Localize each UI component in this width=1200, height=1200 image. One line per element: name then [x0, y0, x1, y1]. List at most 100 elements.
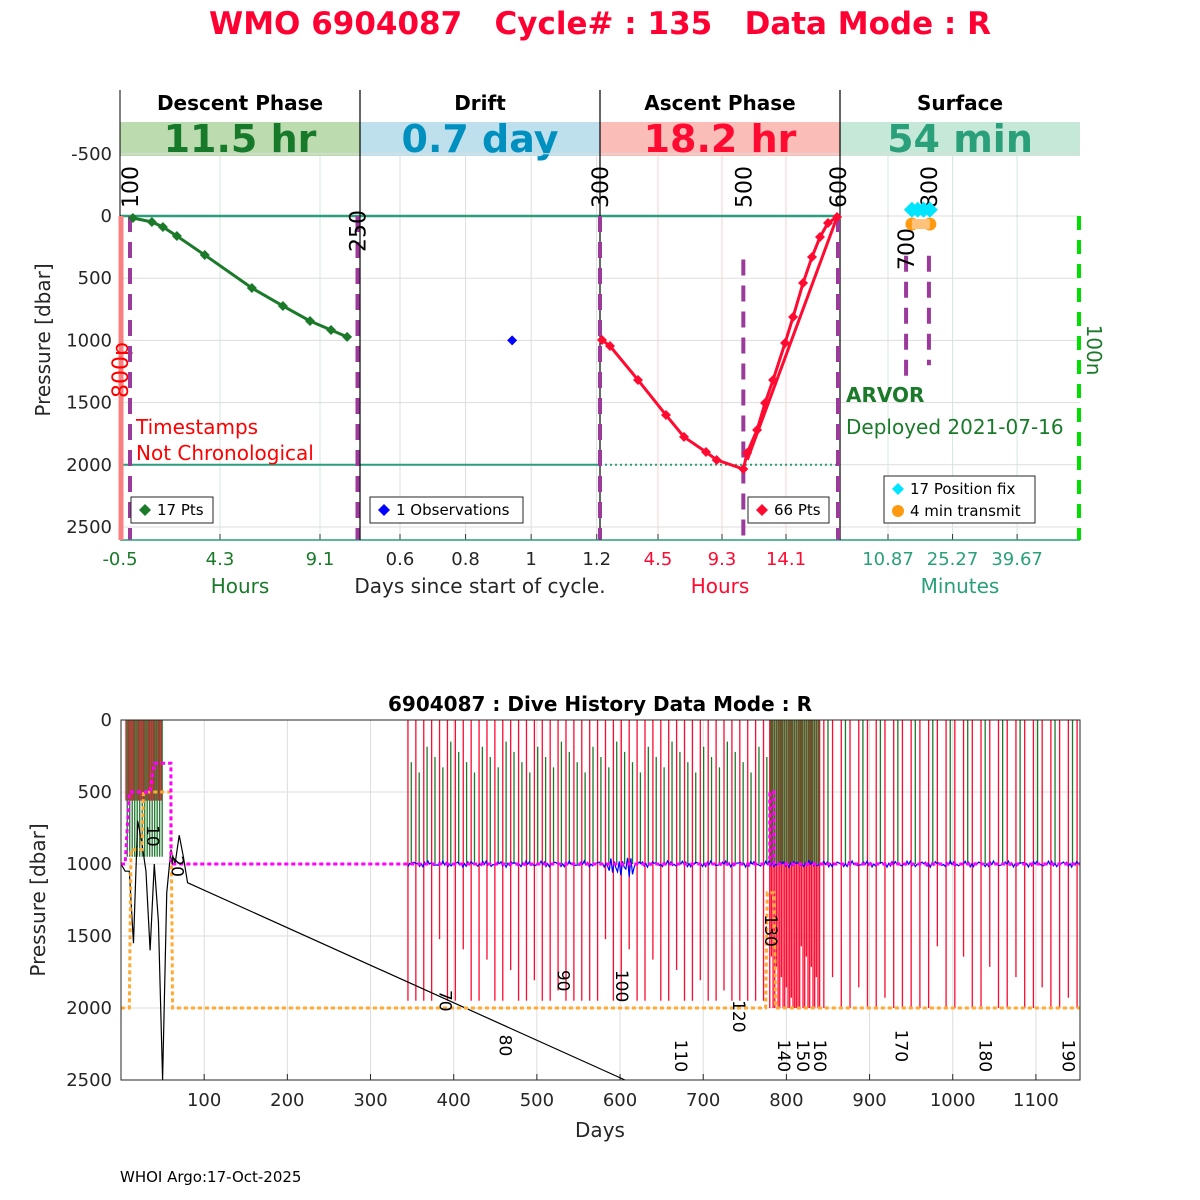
cycle-label: 110: [670, 1040, 690, 1072]
x-tick-label: 14.1: [766, 549, 806, 570]
y-tick-label: 2500: [66, 517, 112, 538]
cycle-label: 100: [611, 970, 631, 1002]
y-axis-label: Pressure [dbar]: [31, 263, 55, 416]
transmit-span: [911, 219, 930, 230]
descent-point: [199, 250, 210, 261]
descent-point: [342, 331, 353, 342]
y-axis-label: Pressure [dbar]: [26, 823, 50, 976]
phase-title: Ascent Phase: [644, 91, 795, 115]
x-tick-label: 1000: [930, 1090, 976, 1111]
y-tick-label: 1500: [66, 926, 112, 947]
y-tick-label: 0: [101, 206, 112, 227]
x-tick-label: 0.6: [386, 549, 415, 570]
cycle-label: 160: [809, 1040, 829, 1072]
legend-marker: [378, 504, 390, 516]
legend-drift: [369, 496, 524, 524]
ascent-point: [738, 464, 749, 475]
x-axis-label: Hours: [211, 574, 270, 598]
cycle-label: 80: [494, 1035, 514, 1057]
event-marker-label: 300: [589, 166, 614, 208]
x-tick-label: 1.2: [582, 549, 611, 570]
x-tick-label: 100: [187, 1090, 221, 1111]
x-tick-label: 4.5: [644, 549, 673, 570]
x-tick-label: 39.67: [991, 549, 1043, 570]
x-tick-label: 500: [520, 1090, 554, 1111]
trajectory-line: [120, 820, 626, 1081]
ascent-point: [679, 431, 689, 442]
descent-point: [305, 315, 315, 326]
y-tick-label: 0: [101, 710, 112, 731]
ascent-point: [780, 338, 791, 349]
deployment-date: Deployed 2021-07-16: [846, 415, 1064, 439]
descent-point: [127, 212, 138, 223]
cycle-label: 190: [1058, 1040, 1078, 1072]
ascent-point: [798, 278, 809, 289]
cycle-label: 120: [728, 1000, 748, 1032]
phase-band: [840, 122, 1080, 156]
event-marker-label: 800: [918, 166, 943, 208]
descent-point: [326, 324, 337, 335]
phase-duration: 18.2 hr: [644, 117, 797, 161]
ascent-point: [823, 217, 833, 228]
y-tick-label: 2000: [66, 998, 112, 1019]
y-tick-label: 500: [78, 268, 112, 289]
phase-title: Drift: [454, 91, 506, 115]
phase-duration: 11.5 hr: [164, 117, 317, 161]
y-tick-label: 2000: [66, 455, 112, 476]
y-tick-label: 1000: [66, 854, 112, 875]
cycle-label: 70: [435, 990, 455, 1012]
legend-label: 1 Observations: [396, 501, 510, 519]
ascent-point: [701, 446, 711, 457]
x-tick-label: 1: [525, 549, 536, 570]
x-tick-label: -0.5: [102, 549, 137, 570]
legend-label: 4 min transmit: [910, 502, 1021, 520]
x-tick-label: 10.87: [862, 549, 914, 570]
x-tick-label: 4.3: [206, 549, 235, 570]
x-tick-label: 25.27: [927, 549, 979, 570]
x-tick-label: 800: [769, 1090, 803, 1111]
descent-line: [132, 216, 348, 339]
float-type: ARVOR: [846, 383, 924, 407]
footer-credit: WHOI Argo:17-Oct-2025: [120, 1168, 301, 1186]
dive-history-title: 6904087 : Dive History Data Mode : R: [388, 692, 812, 716]
x-tick-label: 9.3: [708, 549, 737, 570]
warning-line-2: Not Chronological: [136, 441, 314, 465]
position-fix-point: [917, 202, 930, 217]
legend-marker: [892, 505, 904, 517]
legend-label: 17 Position fix: [910, 480, 1015, 498]
profile-target-line: [121, 790, 1080, 1010]
ascent-point: [597, 335, 607, 346]
position-fix-point: [923, 202, 936, 217]
cycle-label: 140: [773, 1040, 793, 1072]
event-marker-label: 100: [119, 166, 144, 208]
main-title: WMO 6904087 Cycle# : 135 Data Mode : R: [209, 6, 991, 42]
ascent-point: [711, 454, 722, 465]
cycle-label: 90: [553, 970, 573, 992]
ascent-point: [605, 340, 615, 351]
descent-point: [246, 283, 257, 294]
y-tick-label: -500: [71, 144, 112, 165]
x-tick-label: 9.1: [306, 549, 335, 570]
cycle-label: 170: [890, 1030, 910, 1062]
cycle-label: 10: [142, 825, 162, 847]
x-tick-label: 900: [852, 1090, 886, 1111]
cycle-label: 20: [167, 855, 187, 877]
cycle-label: 180: [974, 1040, 994, 1072]
phase-band: [120, 122, 360, 156]
cycle-label: 150: [792, 1040, 812, 1072]
legend-marker: [892, 483, 904, 495]
plot-frame: [120, 719, 1081, 1081]
ascent-point: [633, 374, 643, 385]
y-tick-label: 1500: [66, 393, 112, 414]
y-tick-label: 1000: [66, 330, 112, 351]
drift-pressure-line: [407, 857, 1081, 877]
event-marker-label: 600: [827, 166, 852, 208]
park-target-line: [121, 761, 1080, 866]
x-tick-label: 300: [353, 1090, 387, 1111]
phase-duration: 54 min: [887, 117, 1033, 161]
x-axis-label: Days since start of cycle.: [354, 574, 605, 598]
legend-label: 17 Pts: [157, 501, 204, 519]
y-tick-label: 2500: [66, 1070, 112, 1091]
